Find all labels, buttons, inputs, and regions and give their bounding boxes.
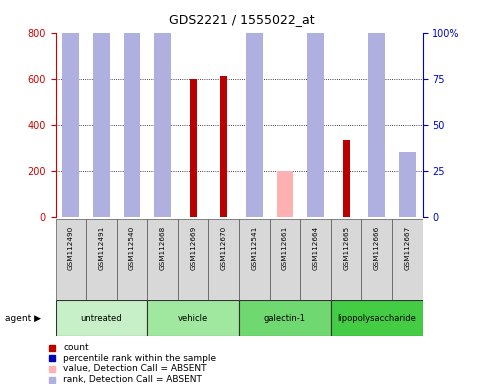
Bar: [147, 300, 239, 336]
Bar: [300, 219, 331, 300]
Bar: [239, 219, 270, 300]
Text: GSM112490: GSM112490: [68, 225, 74, 270]
Bar: [147, 219, 178, 300]
Bar: [251, 118, 258, 217]
Bar: [154, 0, 171, 217]
Text: GSM112668: GSM112668: [159, 225, 166, 270]
Bar: [399, 152, 416, 217]
Text: untreated: untreated: [81, 314, 122, 323]
Text: GDS2221 / 1555022_at: GDS2221 / 1555022_at: [169, 13, 314, 26]
Bar: [93, 0, 110, 217]
Bar: [270, 219, 300, 300]
Bar: [246, 210, 263, 217]
Text: GSM112669: GSM112669: [190, 225, 196, 270]
Text: GSM112664: GSM112664: [313, 225, 319, 270]
Bar: [277, 171, 293, 217]
Bar: [86, 219, 117, 300]
Text: agent ▶: agent ▶: [5, 314, 41, 323]
Bar: [343, 140, 350, 217]
Text: count: count: [63, 343, 89, 352]
Bar: [331, 300, 423, 336]
Bar: [56, 300, 147, 336]
Text: percentile rank within the sample: percentile rank within the sample: [63, 354, 216, 363]
Text: GSM112491: GSM112491: [99, 225, 104, 270]
Bar: [56, 219, 86, 300]
Bar: [124, 101, 141, 217]
Bar: [124, 0, 141, 217]
Text: vehicle: vehicle: [178, 314, 208, 323]
Bar: [93, 86, 110, 217]
Bar: [369, 194, 385, 217]
Text: value, Detection Call = ABSENT: value, Detection Call = ABSENT: [63, 364, 207, 374]
Bar: [117, 219, 147, 300]
Bar: [331, 219, 361, 300]
Text: rank, Detection Call = ABSENT: rank, Detection Call = ABSENT: [63, 375, 202, 384]
Bar: [62, 0, 79, 217]
Text: lipopolysaccharide: lipopolysaccharide: [337, 314, 416, 323]
Text: GSM112666: GSM112666: [374, 225, 380, 270]
Bar: [246, 14, 263, 217]
Bar: [209, 219, 239, 300]
Text: GSM112540: GSM112540: [129, 225, 135, 270]
Text: GSM112661: GSM112661: [282, 225, 288, 270]
Text: GSM112667: GSM112667: [404, 225, 411, 270]
Bar: [220, 76, 227, 217]
Text: GSM112665: GSM112665: [343, 225, 349, 270]
Bar: [239, 300, 331, 336]
Bar: [190, 79, 197, 217]
Bar: [307, 0, 324, 217]
Bar: [62, 113, 79, 217]
Bar: [178, 219, 209, 300]
Text: GSM112670: GSM112670: [221, 225, 227, 270]
Bar: [369, 0, 385, 217]
Text: GSM112541: GSM112541: [251, 225, 257, 270]
Bar: [154, 131, 171, 217]
Bar: [361, 219, 392, 300]
Bar: [392, 219, 423, 300]
Text: galectin-1: galectin-1: [264, 314, 306, 323]
